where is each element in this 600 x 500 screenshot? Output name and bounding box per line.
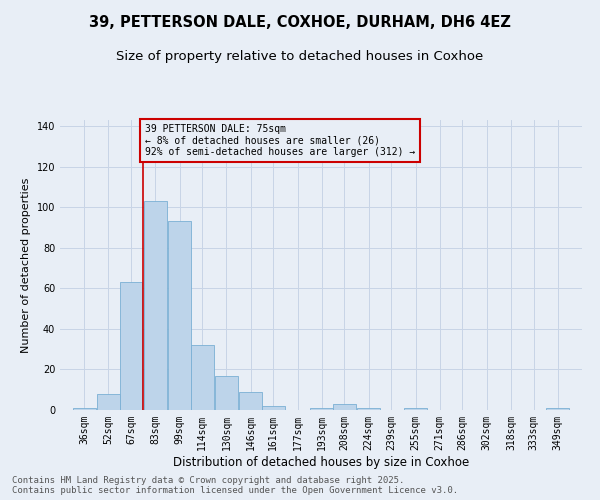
Bar [215, 376, 238, 410]
Bar [239, 392, 262, 410]
Bar [358, 408, 380, 410]
Bar [97, 394, 120, 410]
Bar [404, 408, 427, 410]
Y-axis label: Number of detached properties: Number of detached properties [21, 178, 31, 352]
Text: Size of property relative to detached houses in Coxhoe: Size of property relative to detached ho… [116, 50, 484, 63]
Bar [168, 222, 191, 410]
Text: 39, PETTERSON DALE, COXHOE, DURHAM, DH6 4EZ: 39, PETTERSON DALE, COXHOE, DURHAM, DH6 … [89, 15, 511, 30]
Text: Contains HM Land Registry data © Crown copyright and database right 2025.
Contai: Contains HM Land Registry data © Crown c… [12, 476, 458, 495]
Bar [547, 408, 569, 410]
Bar [262, 406, 284, 410]
Bar [310, 408, 333, 410]
Bar [191, 345, 214, 410]
Bar [144, 201, 167, 410]
Bar [120, 282, 142, 410]
Bar [73, 408, 95, 410]
Bar [333, 404, 356, 410]
X-axis label: Distribution of detached houses by size in Coxhoe: Distribution of detached houses by size … [173, 456, 469, 468]
Text: 39 PETTERSON DALE: 75sqm
← 8% of detached houses are smaller (26)
92% of semi-de: 39 PETTERSON DALE: 75sqm ← 8% of detache… [145, 124, 415, 158]
